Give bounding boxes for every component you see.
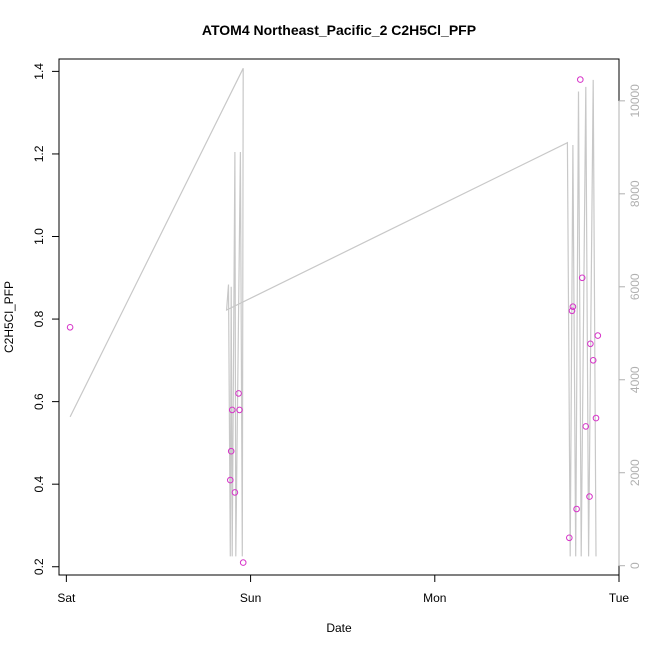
right-tick-label: 10000 xyxy=(628,84,642,118)
x-axis: Sat Sun Mon Tue xyxy=(57,574,630,605)
y-tick-label: 1.0 xyxy=(32,228,46,245)
data-point xyxy=(582,423,590,430)
right-tick-label: 6000 xyxy=(628,273,642,300)
y-tick-label: 1.2 xyxy=(32,145,46,162)
series-line xyxy=(69,68,597,557)
data-point xyxy=(566,534,573,542)
data-point xyxy=(228,406,236,414)
right-axis: 0 2000 4000 6000 8000 10000 xyxy=(618,84,642,569)
x-axis-label: Date xyxy=(326,621,352,635)
data-point xyxy=(569,303,577,311)
y-tick-label: 0.4 xyxy=(32,476,46,493)
data-point xyxy=(577,76,584,83)
line-layer xyxy=(69,68,597,557)
x-tick-label: Mon xyxy=(423,591,446,605)
x-tick-label: Sun xyxy=(240,591,261,605)
data-point xyxy=(236,406,243,414)
data-point xyxy=(568,307,576,315)
y-tick-label: 0.6 xyxy=(32,393,46,410)
data-point xyxy=(235,390,242,397)
x-tick-label: Sat xyxy=(57,591,76,605)
right-tick-label: 4000 xyxy=(628,366,642,393)
data-point xyxy=(592,414,600,422)
y-axis: 0.2 0.4 0.6 0.8 1.0 1.2 1.4 xyxy=(32,63,60,575)
plot-frame xyxy=(58,58,620,576)
right-tick-label: 0 xyxy=(628,562,642,569)
data-point xyxy=(231,489,239,496)
x-tick-label: Tue xyxy=(609,591,630,605)
y-axis-label: C2H5Cl_PFP xyxy=(2,281,16,353)
right-tick-label: 8000 xyxy=(628,180,642,207)
data-point xyxy=(66,324,74,331)
data-point xyxy=(227,476,234,484)
data-point xyxy=(589,357,597,364)
y-tick-label: 0.8 xyxy=(32,310,46,327)
right-tick-label: 2000 xyxy=(628,459,642,486)
data-point xyxy=(227,447,235,455)
y-tick-label: 0.2 xyxy=(32,558,46,575)
data-point xyxy=(573,505,580,513)
points-layer xyxy=(66,76,602,566)
chart-title: ATOM4 Northeast_Pacific_2 C2H5Cl_PFP xyxy=(202,22,476,38)
data-point xyxy=(587,340,594,348)
data-point xyxy=(578,274,586,282)
data-point xyxy=(586,493,593,500)
data-point xyxy=(239,559,247,566)
data-point xyxy=(594,332,602,339)
y-tick-label: 1.4 xyxy=(32,63,46,80)
